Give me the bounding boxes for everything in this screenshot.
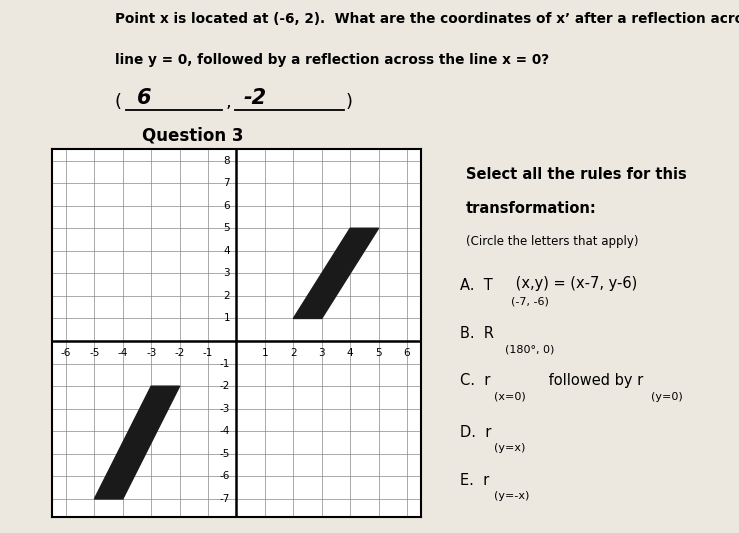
- Text: (y=x): (y=x): [494, 443, 525, 454]
- Text: -5: -5: [219, 449, 231, 459]
- Text: Point x is located at (-6, 2).  What are the coordinates of x’ after a reflectio: Point x is located at (-6, 2). What are …: [115, 12, 739, 26]
- Text: 6: 6: [224, 200, 231, 211]
- Text: (y=-x): (y=-x): [494, 491, 529, 501]
- Text: -4: -4: [118, 348, 128, 358]
- Text: -2: -2: [244, 88, 267, 108]
- Text: (y=0): (y=0): [651, 392, 683, 402]
- Text: ,: ,: [225, 93, 231, 111]
- Text: (x=0): (x=0): [494, 392, 525, 402]
- Text: -6: -6: [61, 348, 71, 358]
- Text: 5: 5: [375, 348, 382, 358]
- Text: -4: -4: [219, 426, 231, 437]
- Text: D.  r: D. r: [460, 425, 491, 440]
- Text: -2: -2: [219, 381, 231, 391]
- Text: Question 3: Question 3: [142, 127, 244, 145]
- Text: -3: -3: [146, 348, 157, 358]
- Text: 2: 2: [290, 348, 296, 358]
- Text: (: (: [115, 93, 121, 111]
- Text: line y = 0, followed by a reflection across the line x = 0?: line y = 0, followed by a reflection acr…: [115, 53, 548, 67]
- Text: 1: 1: [262, 348, 268, 358]
- Text: followed by r: followed by r: [545, 374, 644, 389]
- Polygon shape: [293, 228, 378, 318]
- Text: (180°, 0): (180°, 0): [505, 344, 554, 354]
- Text: 6: 6: [403, 348, 410, 358]
- Text: -1: -1: [203, 348, 214, 358]
- Text: -7: -7: [219, 494, 231, 504]
- Text: 7: 7: [224, 178, 231, 188]
- Text: (Circle the letters that apply): (Circle the letters that apply): [466, 235, 638, 248]
- Text: 3: 3: [224, 268, 231, 278]
- Text: -1: -1: [219, 359, 231, 369]
- Text: transformation:: transformation:: [466, 200, 596, 215]
- Polygon shape: [95, 386, 180, 499]
- Text: -6: -6: [219, 471, 231, 481]
- Text: -3: -3: [219, 403, 231, 414]
- Text: 4: 4: [347, 348, 353, 358]
- Text: (x,y) = (x-7, y-6): (x,y) = (x-7, y-6): [511, 276, 637, 291]
- Text: A.  T: A. T: [460, 278, 493, 293]
- Text: E.  r: E. r: [460, 473, 489, 488]
- Text: B.  R: B. R: [460, 326, 494, 341]
- Text: (-7, -6): (-7, -6): [511, 296, 548, 306]
- Text: -2: -2: [174, 348, 185, 358]
- Text: ): ): [346, 93, 353, 111]
- Text: 1: 1: [224, 313, 231, 324]
- Text: 4: 4: [224, 246, 231, 256]
- Text: 6: 6: [137, 88, 151, 108]
- Text: C.  r: C. r: [460, 374, 491, 389]
- Text: 8: 8: [224, 156, 231, 166]
- Text: 2: 2: [224, 291, 231, 301]
- Text: Select all the rules for this: Select all the rules for this: [466, 167, 687, 182]
- Text: -5: -5: [89, 348, 100, 358]
- Text: 3: 3: [319, 348, 325, 358]
- Text: 5: 5: [224, 223, 231, 233]
